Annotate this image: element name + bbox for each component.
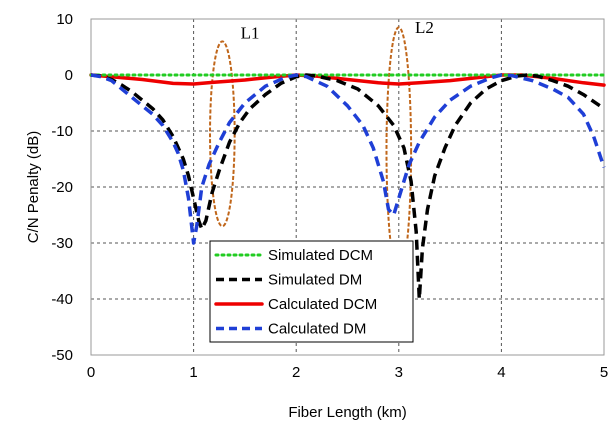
legend-label: Calculated DM <box>268 321 366 338</box>
y-tick-label: -40 <box>51 291 73 308</box>
series-line-calculated-dm <box>90 73 606 245</box>
legend-label: Simulated DCM <box>268 247 373 264</box>
legend-label: Calculated DCM <box>268 296 377 313</box>
x-tick-label: 4 <box>497 364 505 381</box>
y-tick-label: -50 <box>51 347 73 364</box>
series-line-simulated-dm <box>90 73 605 301</box>
x-tick-label: 3 <box>395 364 403 381</box>
series-lines <box>89 73 606 301</box>
x-tick-label: 0 <box>87 364 95 381</box>
tick-labels: 0 1 2 3 4 5 10 0 -10 -20 -30 -40 -50 <box>51 11 608 381</box>
y-tick-label: -20 <box>51 179 73 196</box>
annotation-label: L1 <box>241 24 260 43</box>
y-axis-label: C/N Penalty (dB) <box>25 131 42 244</box>
y-tick-label: -30 <box>51 235 73 252</box>
legend-label: Simulated DM <box>268 272 362 289</box>
y-tick-label: -10 <box>51 123 73 140</box>
annotation-ellipse <box>385 26 413 275</box>
x-axis-label: Fiber Length (km) <box>288 404 406 421</box>
x-tick-label: 2 <box>292 364 300 381</box>
annotations: L1 L2 <box>241 18 434 43</box>
annotation-ellipses <box>209 26 413 275</box>
x-tick-label: 5 <box>600 364 608 381</box>
y-tick-label: 0 <box>65 67 73 84</box>
x-tick-label: 1 <box>189 364 197 381</box>
annotation-label: L2 <box>415 18 434 37</box>
legend: Simulated DCM Simulated DM Calculated DCM C… <box>209 240 414 343</box>
plot-frame <box>90 18 605 356</box>
y-tick-label: 10 <box>56 11 73 28</box>
legend-box <box>209 240 414 343</box>
